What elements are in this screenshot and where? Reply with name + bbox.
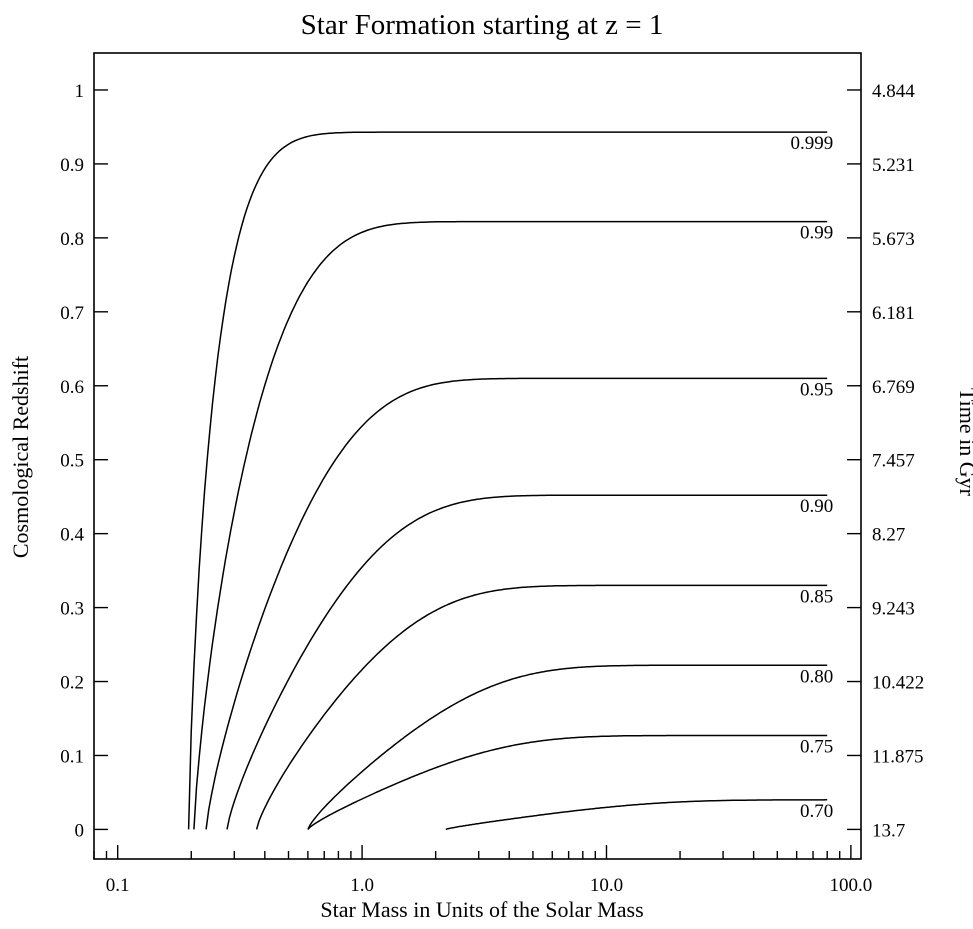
series-label: 0.90 (800, 496, 833, 517)
y-tick-label: 0.2 (60, 673, 84, 694)
y-tick-label: 0.1 (60, 746, 84, 767)
y2-tick-label: 11.875 (872, 746, 924, 767)
y2-tick-label: 5.231 (872, 155, 915, 176)
x-tick-label: 1.0 (350, 875, 374, 896)
series-line (205, 377, 828, 830)
plot-frame (93, 52, 862, 860)
y2-tick-label: 8.27 (872, 525, 905, 546)
y-tick-label: 0.4 (60, 525, 84, 546)
chart-title: Star Formation starting at z = 1 (301, 9, 664, 41)
y2-tick-label: 10.422 (872, 673, 924, 694)
series-curves: 0.999 0.99 0.95 0.90 0.85 0.80 0.75 0.70 (187, 131, 833, 831)
series-line (187, 131, 828, 830)
x-axis-ticks: 0.1 1.0 10.0 100.0 (93, 845, 873, 896)
series-label: 0.70 (800, 801, 833, 822)
y-tick-label: 0.9 (60, 155, 84, 176)
series-line (307, 664, 828, 830)
y2-tick-label: 7.457 (872, 451, 915, 472)
series-line (445, 799, 828, 831)
y-tick-label: 0.5 (60, 451, 84, 472)
y-tick-label: 0.6 (60, 377, 84, 398)
y2-tick-label: 13.7 (872, 820, 905, 841)
y2-tick-label: 5.673 (872, 229, 915, 250)
y-axis-title: Cosmological Redshift (8, 356, 33, 558)
y2-axis-title: Time in Gyr (955, 388, 973, 497)
y-tick-label: 0 (75, 820, 85, 841)
series-line (307, 734, 828, 830)
y2-tick-label: 9.243 (872, 599, 915, 620)
y-tick-label: 1 (75, 81, 85, 102)
y-tick-label: 0.7 (60, 303, 84, 324)
series-label: 0.999 (790, 133, 833, 154)
x-tick-label: 100.0 (830, 875, 873, 896)
series-label: 0.85 (800, 586, 833, 607)
series-label: 0.75 (800, 737, 833, 758)
y-tick-label: 0.8 (60, 229, 84, 250)
x-tick-label: 10.0 (590, 875, 623, 896)
x-axis-title: Star Mass in Units of the Solar Mass (320, 897, 643, 922)
y-axis-ticks: 0 13.7 0.1 11.875 0.2 10.422 0.3 9.243 0.4 8.27 0.… (60, 81, 924, 841)
y2-tick-label: 6.181 (872, 303, 915, 324)
series-line (255, 584, 828, 830)
series-line (226, 494, 828, 830)
y2-tick-label: 4.844 (872, 81, 915, 102)
series-label: 0.80 (800, 666, 833, 687)
y-tick-label: 0.3 (60, 599, 84, 620)
series-label: 0.99 (800, 223, 833, 244)
series-line (193, 220, 828, 830)
y2-tick-label: 6.769 (872, 377, 915, 398)
x-tick-label: 0.1 (106, 875, 130, 896)
series-label: 0.95 (800, 379, 833, 400)
